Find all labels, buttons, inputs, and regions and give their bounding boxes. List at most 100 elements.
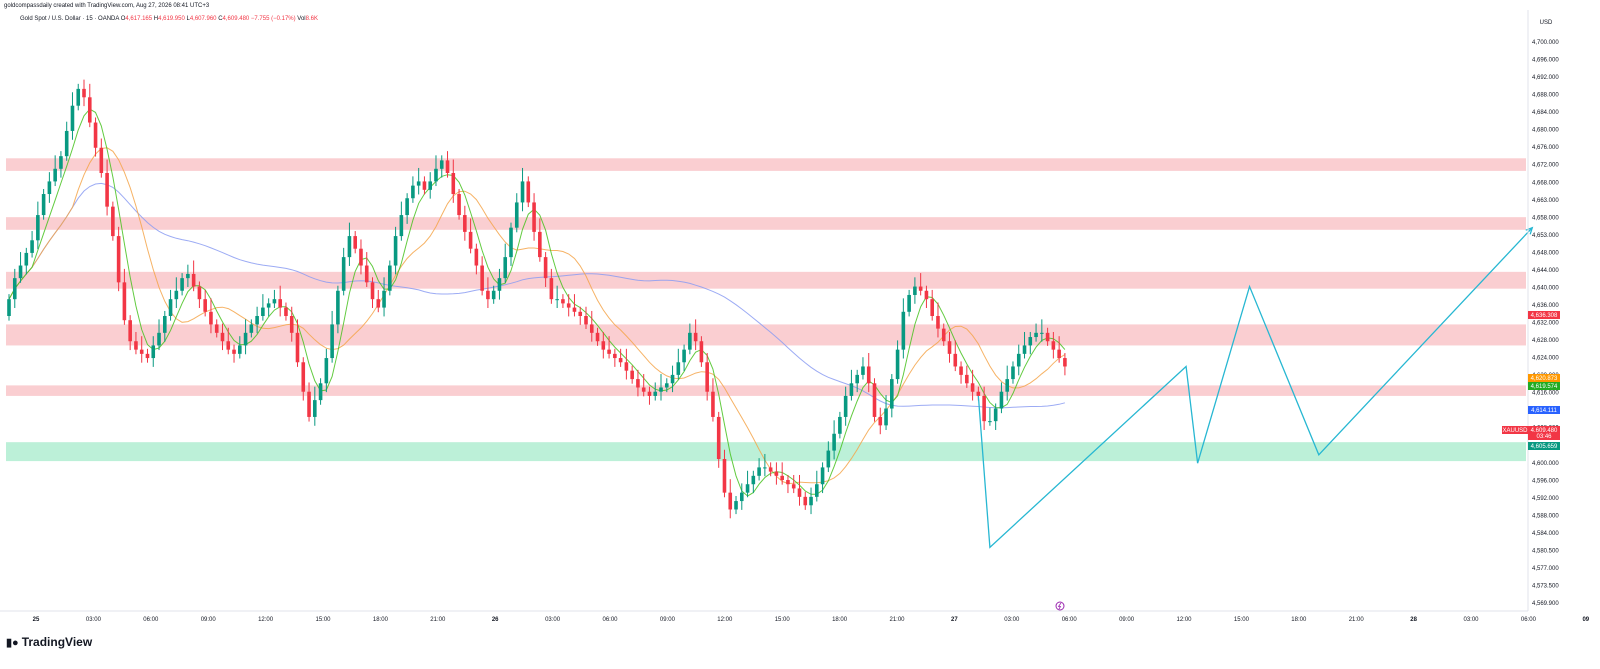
candle[interactable] (670, 365, 675, 393)
candle[interactable] (520, 167, 525, 212)
candle[interactable] (393, 226, 398, 275)
candle[interactable] (226, 327, 231, 355)
candle[interactable] (445, 151, 450, 178)
candle[interactable] (688, 323, 692, 355)
candle[interactable] (214, 319, 219, 338)
candle[interactable] (826, 441, 831, 473)
candle[interactable] (803, 491, 808, 510)
candle[interactable] (1045, 327, 1050, 346)
supply-zone[interactable] (6, 271, 1526, 289)
candle[interactable] (249, 319, 254, 338)
candle[interactable] (82, 79, 86, 107)
candle[interactable] (336, 285, 340, 334)
candle[interactable] (53, 155, 57, 187)
candle[interactable] (791, 474, 796, 494)
candle[interactable] (353, 231, 357, 254)
candle[interactable] (93, 117, 98, 157)
lightning-icon[interactable] (1055, 601, 1065, 611)
candle[interactable] (595, 327, 600, 346)
candle[interactable] (168, 289, 173, 321)
candle[interactable] (503, 243, 508, 283)
candle[interactable] (318, 378, 323, 405)
candle[interactable] (936, 302, 940, 338)
candle[interactable] (572, 294, 577, 317)
candle[interactable] (405, 193, 409, 224)
candle[interactable] (203, 289, 207, 317)
demand-zone[interactable] (6, 442, 1526, 462)
candle[interactable] (895, 340, 900, 384)
candle[interactable] (751, 470, 756, 494)
candle[interactable] (272, 289, 277, 309)
candle[interactable] (861, 357, 865, 380)
candle[interactable] (618, 348, 623, 367)
candle[interactable] (613, 348, 617, 367)
candle[interactable] (1011, 361, 1015, 384)
candle[interactable] (930, 289, 934, 321)
price-axis[interactable]: USD 4,700.000 4,696.000 4,692.000 4,688.000… (1527, 10, 1559, 611)
candle[interactable] (295, 319, 300, 367)
candle[interactable] (341, 247, 346, 296)
candle[interactable] (468, 218, 473, 254)
candle[interactable] (1016, 344, 1021, 376)
candle[interactable] (549, 268, 554, 304)
candle[interactable] (676, 348, 681, 380)
candle[interactable] (76, 83, 81, 111)
candle[interactable] (705, 353, 709, 401)
candle[interactable] (324, 348, 329, 393)
candle[interactable] (313, 386, 317, 426)
supply-zone[interactable] (6, 385, 1526, 396)
candle[interactable] (301, 357, 306, 401)
candle[interactable] (913, 277, 917, 304)
candle[interactable] (543, 252, 548, 287)
candle[interactable] (514, 193, 519, 233)
candle[interactable] (589, 310, 594, 342)
candle[interactable] (255, 306, 259, 334)
candle[interactable] (463, 205, 467, 241)
candle[interactable] (728, 479, 733, 519)
candle[interactable] (739, 483, 744, 510)
candle[interactable] (953, 340, 958, 372)
candle[interactable] (134, 331, 138, 355)
candle[interactable] (145, 348, 150, 363)
candle[interactable] (774, 462, 779, 485)
candle[interactable] (716, 411, 721, 468)
candle[interactable] (41, 188, 46, 220)
candle[interactable] (538, 218, 542, 262)
candle[interactable] (734, 496, 738, 515)
candle[interactable] (959, 361, 963, 384)
candle[interactable] (12, 268, 17, 309)
candle[interactable] (232, 344, 236, 363)
candle[interactable] (30, 231, 34, 258)
supply-zone[interactable] (6, 324, 1526, 346)
candle[interactable] (780, 462, 784, 485)
candle[interactable] (918, 273, 923, 296)
candle[interactable] (497, 268, 502, 300)
candle[interactable] (509, 222, 513, 266)
candle[interactable] (64, 121, 69, 161)
candle[interactable] (428, 172, 433, 199)
candle[interactable] (982, 386, 986, 430)
ma-mid-line[interactable] (8, 147, 1066, 485)
candle[interactable] (399, 201, 404, 241)
candle[interactable] (105, 159, 109, 216)
candle[interactable] (757, 458, 761, 481)
candle[interactable] (526, 176, 531, 208)
candle[interactable] (664, 378, 669, 393)
candle[interactable] (532, 193, 536, 241)
candle[interactable] (884, 395, 888, 430)
candle[interactable] (99, 138, 104, 178)
candle[interactable] (965, 365, 969, 388)
candle[interactable] (457, 188, 461, 220)
candle[interactable] (261, 294, 265, 321)
candle[interactable] (566, 294, 571, 317)
candle[interactable] (111, 201, 115, 241)
candle[interactable] (330, 310, 334, 363)
candle[interactable] (601, 331, 606, 359)
candle[interactable] (209, 298, 213, 334)
candle[interactable] (359, 239, 363, 275)
candle[interactable] (47, 172, 52, 203)
candle[interactable] (157, 319, 161, 351)
candle[interactable] (174, 277, 179, 309)
candle[interactable] (278, 285, 282, 317)
